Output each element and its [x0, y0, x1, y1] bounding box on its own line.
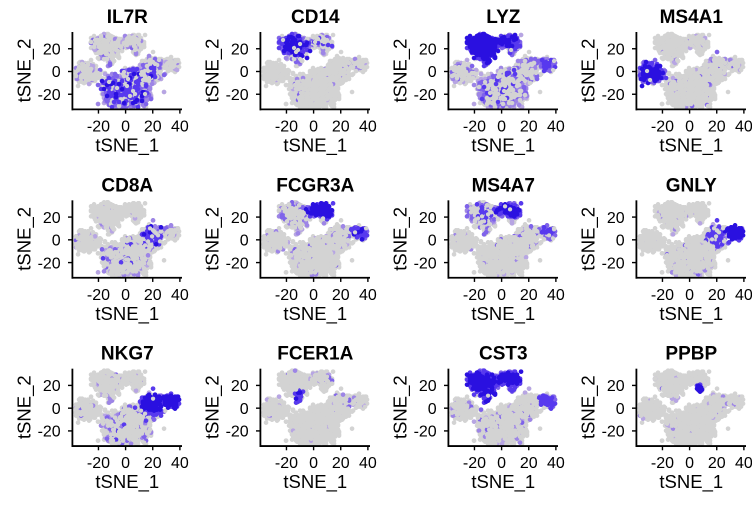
svg-text:MS4A7: MS4A7 — [472, 175, 535, 196]
svg-text:LYZ: LYZ — [486, 7, 521, 28]
svg-text:MS4A1: MS4A1 — [660, 7, 724, 28]
svg-text:PPBP: PPBP — [665, 344, 717, 365]
svg-text:FCGR3A: FCGR3A — [276, 175, 354, 196]
svg-text:GNLY: GNLY — [666, 175, 717, 196]
svg-text:CST3: CST3 — [479, 344, 528, 365]
svg-text:IL7R: IL7R — [107, 7, 148, 28]
svg-text:CD8A: CD8A — [101, 175, 153, 196]
svg-text:FCER1A: FCER1A — [277, 344, 353, 365]
svg-text:CD14: CD14 — [291, 7, 340, 28]
svg-text:NKG7: NKG7 — [101, 344, 154, 365]
